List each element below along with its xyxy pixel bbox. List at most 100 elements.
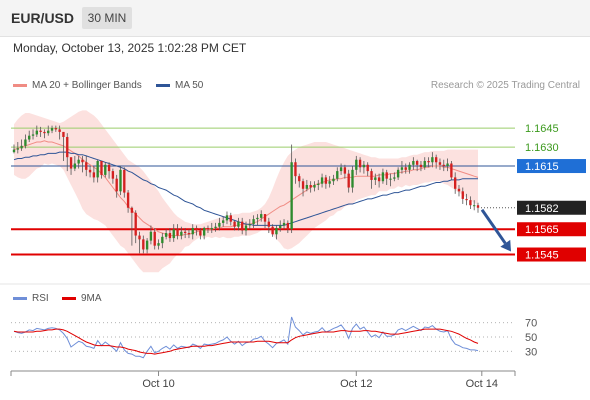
candle	[92, 166, 96, 183]
candle	[324, 174, 328, 189]
legend-ma50: MA 50	[156, 80, 203, 91]
level-label-box-3	[517, 222, 586, 237]
candle	[419, 160, 423, 172]
candle	[153, 227, 156, 250]
candle	[377, 173, 381, 188]
candle	[210, 222, 213, 234]
candle	[145, 238, 149, 254]
candle	[275, 225, 278, 240]
candle	[20, 139, 23, 151]
candle	[119, 166, 122, 196]
candle-body	[54, 128, 58, 130]
candle	[355, 155, 358, 175]
candle-body	[20, 145, 23, 149]
candle-body	[290, 162, 293, 230]
candle-body	[305, 185, 309, 189]
candle	[123, 167, 126, 198]
candle-body	[24, 139, 27, 146]
candle-body	[222, 220, 225, 223]
candle-body	[423, 160, 426, 168]
x-tick-label-1: Oct 12	[340, 378, 372, 390]
candle-body	[362, 164, 366, 168]
candle-body	[145, 240, 149, 250]
timeframe-button[interactable]: 30 MIN	[82, 7, 132, 29]
candle-body	[50, 128, 54, 131]
candle-body	[366, 164, 369, 172]
candle	[54, 125, 58, 132]
level-lines-layer	[11, 127, 515, 256]
candle-body	[183, 231, 187, 234]
candle	[237, 217, 240, 231]
candle	[214, 222, 217, 232]
candle	[381, 168, 385, 184]
candle	[104, 162, 107, 178]
candle-body	[229, 215, 232, 222]
candle	[408, 162, 411, 174]
candle-body	[412, 160, 415, 165]
candle-body	[298, 176, 301, 182]
candle	[317, 179, 320, 191]
candle-body	[263, 214, 267, 222]
candle-body	[176, 229, 179, 236]
candle	[183, 227, 187, 239]
legend-9ma-swatch	[62, 296, 76, 300]
candle	[85, 155, 88, 177]
candle	[50, 125, 54, 134]
candle-body	[385, 172, 388, 179]
candle	[35, 125, 38, 137]
candle-body	[324, 177, 328, 184]
candle-body	[202, 227, 206, 236]
candle-body	[267, 221, 270, 227]
legend-ma50-label: MA 50	[175, 80, 204, 91]
candle-body	[252, 219, 255, 225]
candle-body	[107, 164, 111, 172]
candle	[149, 225, 153, 245]
candle-body	[336, 171, 339, 179]
candle	[229, 212, 232, 226]
bollinger-band-layer	[14, 110, 478, 273]
candle	[225, 211, 229, 225]
candle	[47, 125, 50, 136]
candle-body	[172, 229, 175, 239]
candle	[465, 193, 468, 206]
candle	[62, 131, 65, 161]
candle	[96, 159, 99, 183]
candle	[218, 217, 221, 231]
candle-body	[39, 130, 42, 132]
candle-body	[35, 130, 38, 135]
candle	[461, 187, 464, 204]
rsi-tick-label-1: 50	[525, 332, 537, 344]
candle-body	[332, 178, 335, 182]
candle-body	[282, 222, 286, 226]
candle-body	[123, 169, 126, 193]
candle	[450, 160, 453, 180]
candle	[343, 164, 347, 179]
candle-body	[214, 226, 217, 228]
candle	[138, 231, 141, 254]
candle	[172, 224, 175, 242]
candle-body	[77, 159, 80, 164]
candle-body	[473, 205, 476, 207]
candle-body	[377, 177, 381, 182]
candle-body	[237, 221, 240, 227]
candle-body	[85, 162, 88, 170]
level-label-box-4	[517, 247, 586, 262]
candle	[294, 158, 297, 184]
candle	[134, 210, 137, 244]
candle	[142, 235, 145, 254]
level-label-3: 1.1565	[525, 224, 559, 236]
candle-body	[92, 172, 96, 178]
candle-body	[88, 169, 92, 173]
candle	[164, 229, 168, 240]
candle	[248, 219, 251, 230]
candle	[362, 160, 366, 174]
candle	[393, 172, 396, 182]
rsi-line	[13, 316, 479, 359]
candle	[168, 227, 172, 242]
candle	[366, 162, 369, 177]
candle	[180, 226, 183, 240]
level-label-4: 1.1545	[525, 250, 559, 262]
candle-body	[130, 207, 134, 213]
candle	[358, 157, 362, 173]
